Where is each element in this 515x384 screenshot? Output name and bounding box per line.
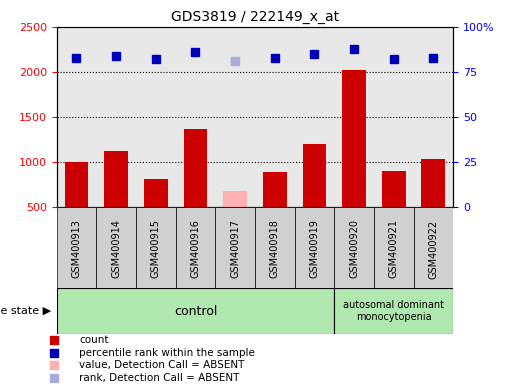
Text: percentile rank within the sample: percentile rank within the sample — [79, 348, 255, 358]
Title: GDS3819 / 222149_x_at: GDS3819 / 222149_x_at — [171, 10, 339, 25]
Bar — [374, 207, 414, 288]
Bar — [334, 288, 453, 334]
Text: GSM400916: GSM400916 — [191, 220, 200, 278]
Bar — [421, 159, 445, 207]
Text: GSM400914: GSM400914 — [111, 220, 121, 278]
Bar — [255, 207, 295, 288]
Text: GSM400913: GSM400913 — [72, 220, 81, 278]
Text: count: count — [79, 335, 108, 345]
Bar — [342, 70, 366, 207]
Text: control: control — [174, 305, 217, 318]
Text: autosomal dominant
monocytopenia: autosomal dominant monocytopenia — [343, 300, 444, 322]
Bar — [136, 207, 176, 288]
Bar — [302, 144, 327, 207]
Bar — [176, 207, 215, 288]
Bar — [104, 151, 128, 207]
Text: rank, Detection Call = ABSENT: rank, Detection Call = ABSENT — [79, 373, 239, 383]
Bar — [57, 288, 334, 334]
Bar — [144, 179, 168, 207]
Bar — [334, 207, 374, 288]
Text: GSM400922: GSM400922 — [428, 220, 438, 278]
Text: GSM400921: GSM400921 — [389, 220, 399, 278]
Text: value, Detection Call = ABSENT: value, Detection Call = ABSENT — [79, 360, 244, 370]
Bar — [263, 172, 287, 207]
Bar — [382, 171, 406, 207]
Text: disease state ▶: disease state ▶ — [0, 306, 52, 316]
Bar — [223, 191, 247, 207]
Bar — [96, 207, 136, 288]
Bar — [215, 207, 255, 288]
Text: GSM400920: GSM400920 — [349, 220, 359, 278]
Bar — [295, 207, 334, 288]
Text: GSM400915: GSM400915 — [151, 220, 161, 278]
Bar — [183, 129, 208, 207]
Text: GSM400917: GSM400917 — [230, 220, 240, 278]
Bar — [57, 207, 96, 288]
Bar — [414, 207, 453, 288]
Bar — [64, 162, 89, 207]
Text: GSM400918: GSM400918 — [270, 220, 280, 278]
Text: GSM400919: GSM400919 — [310, 220, 319, 278]
